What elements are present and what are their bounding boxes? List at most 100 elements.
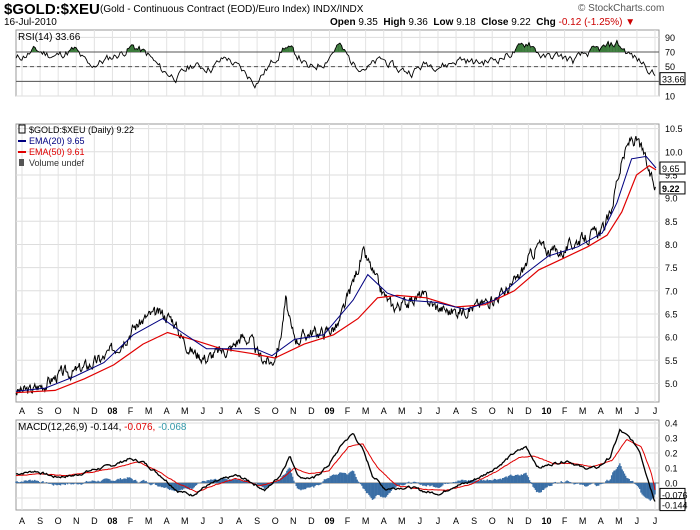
macd-x-tick-label: S [37,516,43,526]
price-y-tick-label: 7.5 [665,263,678,273]
high-value: 9.36 [408,17,428,28]
macd-x-tick-label: A [381,516,387,526]
price-x-tick-label: A [453,406,459,416]
symbol-title: $GOLD:$XEU [4,1,100,18]
rsi-current-value: 33.66 [662,75,685,85]
price-x-tick-label: M [145,406,153,416]
price-x-tick-label: M [181,406,189,416]
price-x-tick-label: D [525,406,532,416]
macd-x-tick-label: O [489,516,496,526]
close-label: Close [481,17,509,28]
price-x-tick-label: A [236,406,242,416]
exchange-text: INDX/INDX [312,4,364,15]
price-x-tick-label: A [19,406,25,416]
rsi-line [15,39,656,89]
macd-x-tick-label: D [525,516,532,526]
macd-y-tick-label: 0.1 [665,464,678,474]
macd-x-tick-label: N [73,516,80,526]
macd-x-tick-label: A [598,516,604,526]
macd-x-tick-label: M [145,516,153,526]
price-panel: 5.0 5.5 6.0 6.5 7.0 7.5 8.0 8.5 9.0 9.5 10.0 10.5 $G… [15,123,686,403]
price-x-tick-label: J [653,406,658,416]
macd-signal-marker: -0.076 [662,490,688,500]
price-x-tick-label: M [579,406,587,416]
volume-legend-swatch [19,159,24,166]
price-x-tick-label: A [164,406,170,416]
price-close-marker: 9.22 [662,184,680,194]
price-ema-marker: 9.65 [662,164,680,174]
macd-x-tick-label: O [272,516,279,526]
macd-x-tick-label: A [236,516,242,526]
macd-legend-part: -0.068 [158,422,187,433]
price-x-tick-label: M [615,406,623,416]
macd-x-tick-label: A [453,516,459,526]
price-frame [15,123,660,403]
low-label: Low [433,17,454,28]
price-x-tick-label: F [345,406,351,416]
price-x-tick-label: A [381,406,387,416]
macd-x-tick-label: M [615,516,623,526]
macd-x-tick-label: J [635,516,640,526]
rsi-y-tick-label: 70 [665,48,675,58]
ema20-legend: EMA(20) 9.65 [29,136,85,146]
price-y-tick-label: 9.0 [665,194,678,204]
macd-legend-part: -0.076, [124,422,158,433]
macd-line [15,428,656,502]
rsi-frame [15,29,660,97]
macd-x-tick-label: F [345,516,351,526]
low-value: 9.18 [456,17,476,28]
macd-signal-line [15,439,656,493]
stockcharts-brand[interactable]: © StockCharts.com [578,3,665,14]
macd-x-tick-label: S [254,516,260,526]
price-y-tick-label: 5.5 [665,356,678,366]
ema20-line [15,155,657,392]
macd-x-tick-label: 08 [107,516,117,526]
rsi-current-value-box [659,72,686,86]
macd-x-tick-label: O [55,516,62,526]
price-y-tick-label: 8.5 [665,217,678,227]
chg-value: -0.12 (-1.25%) ▼ [559,17,636,28]
price-x-tick-label: J [436,406,441,416]
price-y-tick-label: 10.5 [665,124,683,134]
rsi-y-tick-label: 50 [665,62,675,72]
high-label: High [383,17,406,28]
price-legend-swatch [18,124,26,134]
price-x-tick-label: J [635,406,640,416]
price-close-marker-box [659,181,686,195]
macd-x-tick-label: D [91,516,98,526]
price-x-tick-label: N [507,406,514,416]
symbol-description: (Gold - Continuous Contract (EOD)/Euro I… [100,4,363,15]
macd-x-tick-label: A [19,516,25,526]
price-x-tick-label: O [55,406,62,416]
macd-x-tick-label: 10 [541,516,551,526]
macd-x-tick-label: J [418,516,423,526]
macd-x-tick-label: J [219,516,224,526]
macd-legend: MACD(12,26,9) -0.144, -0.076, -0.068 [18,422,187,433]
macd-x-tick-label: F [128,516,134,526]
macd-value-marker: -0.144 [662,501,688,511]
price-x-tick-label: J [418,406,423,416]
quote-bar: Open 9.35 High 9.36 Low 9.18 Close 9.22 … [330,17,635,28]
price-x-tick-label: O [489,406,496,416]
rsi-y-tick-label: 90 [665,33,675,43]
macd-value-marker-box [659,498,686,512]
price-x-tick-label: S [37,406,43,416]
price-y-tick-label: 7.0 [665,286,678,296]
macd-x-tick-label: N [290,516,297,526]
macd-x-tick-label: J [653,516,658,526]
chg-label: Chg [536,17,556,28]
price-x-tick-label: N [73,406,80,416]
price-y-tick-label: 9.5 [665,170,678,180]
macd-legend-part: MACD(12,26,9) -0.144, [18,422,124,433]
price-x-tick-label: S [254,406,260,416]
price-x-tick-label: 10 [541,406,551,416]
chg-text: -0.12 (-1.25%) [558,17,623,28]
price-y-tick-label: 6.5 [665,309,678,319]
macd-y-tick-label: 0.4 [665,419,678,429]
macd-y-tick-label: 0.0 [665,479,678,489]
rsi-legend: RSI(14) 33.66 [18,32,81,43]
price-line [15,135,656,396]
open-label: Open [330,17,356,28]
macd-x-tick-label: 09 [324,516,334,526]
